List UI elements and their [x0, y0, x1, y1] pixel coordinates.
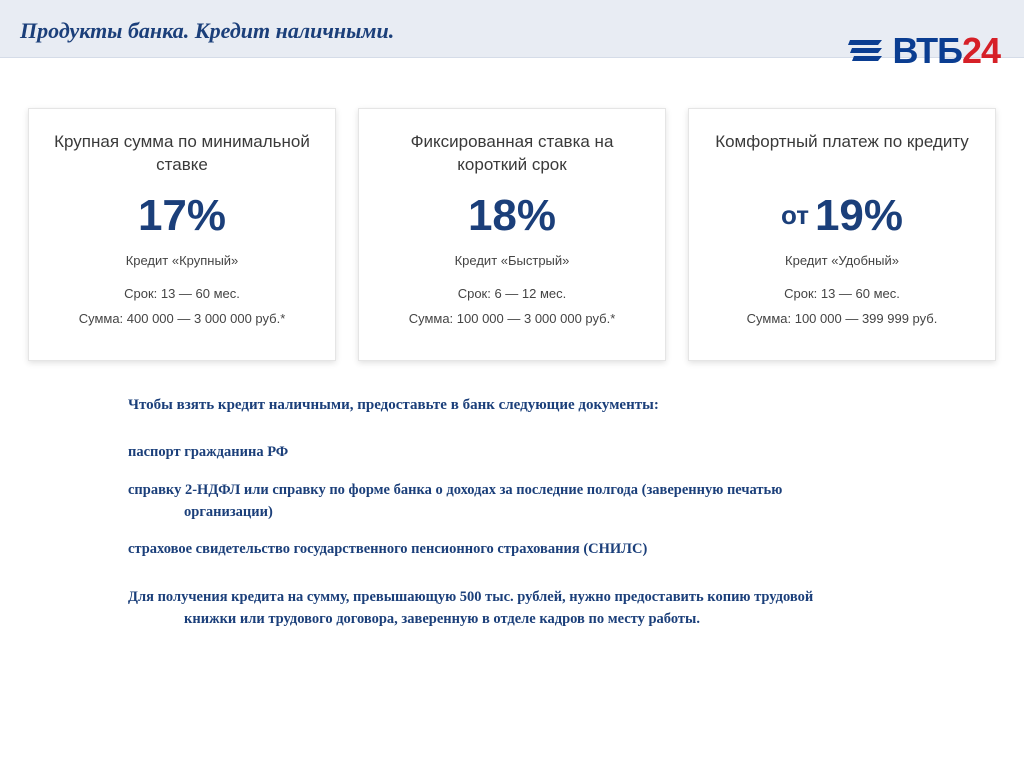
product-card-large: Крупная сумма по минимальной ставке 17% …: [28, 108, 336, 361]
logo-text: ВТБ24: [892, 30, 1000, 72]
doc-item-snils: страховое свидетельство государственного…: [128, 539, 964, 561]
doc-text: справку 2-НДФЛ или справку по форме банк…: [128, 482, 782, 498]
product-card-comfort: Комфортный платеж по кредиту от19% Креди…: [688, 108, 996, 361]
card-amount: Сумма: 100 000 — 3 000 000 руб.*: [377, 311, 647, 326]
card-heading: Комфортный платеж по кредиту: [707, 131, 977, 177]
slide-title: Продукты банка. Кредит наличными.: [20, 18, 394, 44]
card-term: Срок: 13 — 60 мес.: [47, 286, 317, 301]
rate-prefix: от: [781, 200, 809, 230]
card-amount: Сумма: 400 000 — 3 000 000 руб.*: [47, 311, 317, 326]
card-rate: 17%: [47, 191, 317, 241]
doc-text-cont: организации): [128, 502, 964, 524]
rate-value: 17%: [138, 191, 226, 240]
card-product-name: Кредит «Быстрый»: [377, 253, 647, 268]
card-heading: Фиксированная ставка на короткий срок: [377, 131, 647, 177]
card-rate: от19%: [707, 191, 977, 241]
card-amount: Сумма: 100 000 — 399 999 руб.: [707, 311, 977, 326]
logo-main: ВТБ: [892, 30, 962, 71]
docs-note: Для получения кредита на сумму, превышаю…: [128, 587, 964, 631]
card-product-name: Кредит «Удобный»: [707, 253, 977, 268]
card-term: Срок: 13 — 60 мес.: [707, 286, 977, 301]
logo-accent: 24: [962, 30, 1000, 71]
doc-text: паспорт гражданина РФ: [128, 444, 288, 460]
rate-value: 18%: [468, 191, 556, 240]
note-text: Для получения кредита на сумму, превышаю…: [128, 589, 813, 605]
card-product-name: Кредит «Крупный»: [47, 253, 317, 268]
doc-item-passport: паспорт гражданина РФ: [128, 442, 964, 464]
note-text-cont: книжки или трудового договора, заверенну…: [128, 609, 964, 631]
vtb24-logo: ВТБ24: [848, 30, 1000, 72]
rate-value: 19%: [815, 191, 903, 240]
product-card-fast: Фиксированная ставка на короткий срок 18…: [358, 108, 666, 361]
docs-intro: Чтобы взять кредит наличными, предоставь…: [128, 397, 964, 414]
product-cards-row: Крупная сумма по минимальной ставке 17% …: [0, 58, 1024, 361]
vtb-wing-icon: [848, 36, 884, 66]
card-heading: Крупная сумма по минимальной ставке: [47, 131, 317, 177]
doc-item-ndfl: справку 2-НДФЛ или справку по форме банк…: [128, 480, 964, 524]
card-term: Срок: 6 — 12 мес.: [377, 286, 647, 301]
card-rate: 18%: [377, 191, 647, 241]
doc-text: страховое свидетельство государственного…: [128, 541, 647, 557]
documents-section: Чтобы взять кредит наличными, предоставь…: [0, 361, 1024, 631]
